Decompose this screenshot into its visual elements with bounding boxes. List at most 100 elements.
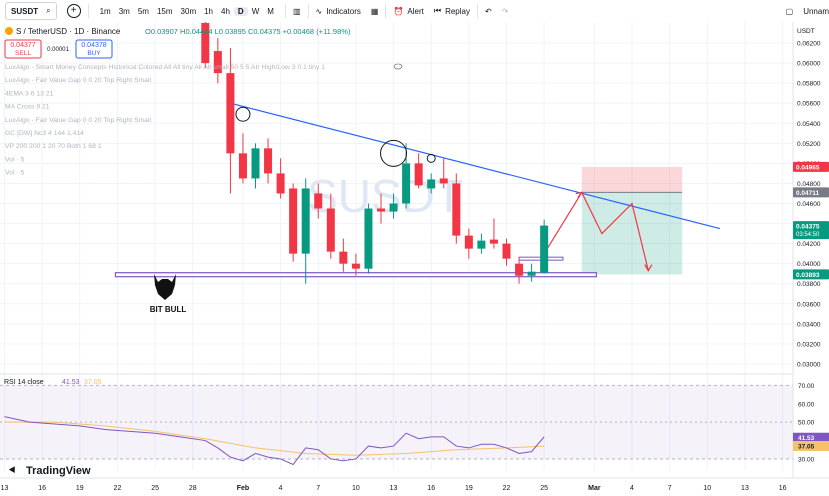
candle-body — [264, 148, 273, 174]
templates-button[interactable]: ▦ — [366, 0, 384, 22]
target-zone[interactable] — [581, 166, 683, 193]
replay-label: Replay — [445, 6, 470, 16]
candle-body — [439, 178, 448, 184]
square-icon: ▢ — [785, 6, 794, 16]
interval-15m[interactable]: 15m — [156, 6, 173, 16]
symbol-box[interactable]: SUSDT ⌕ — [5, 2, 57, 20]
layout-button[interactable]: ▢ — [781, 0, 799, 22]
price-tick: 0.04200 — [797, 241, 821, 248]
price-tick: 0.04000 — [797, 261, 821, 268]
alert-label: Alert — [407, 6, 424, 16]
rsi-tick: 30.00 — [798, 456, 815, 463]
last-price-tag-countdown: 03:54:50 — [796, 232, 820, 238]
interval-1h[interactable]: 1h — [204, 6, 214, 16]
indicator-entry[interactable]: VP 200 200 1 20 70 Both 1 68 1 — [5, 143, 102, 150]
candle-body — [226, 73, 235, 154]
price-unit: USDT — [797, 28, 815, 35]
indicator-entry[interactable]: MA Cross 9 21 — [5, 104, 50, 111]
interval-30m[interactable]: 30m — [180, 6, 197, 16]
indicator-entry[interactable]: Vol · 5 — [5, 170, 24, 177]
position-box[interactable] — [581, 166, 683, 275]
price-tick: 0.06000 — [797, 61, 821, 68]
interval-3m[interactable]: 3m — [118, 6, 130, 16]
interval-D[interactable]: D — [233, 6, 248, 16]
axis-background — [793, 22, 829, 496]
time-tick: 19 — [465, 485, 473, 492]
rsi-tick: 70.00 — [798, 383, 815, 390]
symbol-search[interactable]: SUSDT ⌕ — [0, 0, 62, 22]
interval-4h[interactable]: 4h — [221, 6, 230, 16]
indicator-entry[interactable]: LuxAlgo - Fair Value Gap 0 0 20 Top Righ… — [5, 77, 151, 84]
candle-body — [201, 22, 210, 64]
time-tick: Mar — [588, 485, 601, 492]
indicators-button[interactable]: ∿ Indicators — [311, 0, 366, 22]
last-price-tag: 0.04375 — [796, 224, 820, 231]
tradingview-branding: ⯇ TradingView — [8, 465, 91, 477]
pivot-circles[interactable] — [235, 106, 436, 167]
grid — [0, 22, 793, 470]
rsi-value-tag-bg — [793, 432, 829, 443]
rsi-line — [4, 416, 545, 466]
rsi-value-tag: 41.53 — [798, 435, 815, 442]
logo-text: BIT BULL — [150, 305, 187, 314]
price-tick: 0.03200 — [797, 341, 821, 348]
candle-body — [213, 51, 222, 74]
candle-body — [238, 153, 247, 179]
indicator-entry[interactable]: LuxAlgo - Fair Value Gap 0 0 20 Top Righ… — [5, 117, 151, 124]
indicator-entry[interactable]: GC [DW] Nc3 4 144 1.414 — [5, 130, 84, 137]
time-tick: 13 — [1, 485, 9, 492]
projection-path[interactable] — [543, 191, 649, 271]
user-name[interactable]: Unnam — [803, 6, 829, 16]
bull-head-icon — [154, 274, 176, 300]
sell-button[interactable] — [4, 39, 42, 59]
indicator-entry[interactable]: LuxAlgo - Smart Money Concepts Historica… — [5, 64, 325, 71]
alert-button[interactable]: ⏰ Alert — [388, 0, 428, 22]
candle-body — [276, 173, 285, 194]
interval-5m[interactable]: 5m — [137, 6, 149, 16]
interval-W[interactable]: W — [251, 6, 260, 16]
indicators-label: Indicators — [326, 6, 361, 16]
price-tick: 0.03600 — [797, 301, 821, 308]
pivot-circle[interactable] — [380, 139, 408, 167]
trendline[interactable] — [230, 102, 720, 230]
time-axis[interactable]: 13 16 19 22 25 28 Feb 4 7 10 13 16 19 22 25 Mar 4 7 10 13 16 — [0, 477, 829, 492]
price-axis[interactable]: USDT 0.06200 0.06000 0.05800 0.05600 0.05400 0… — [792, 22, 829, 496]
redo-button[interactable]: ↷ — [497, 0, 514, 22]
chart-area[interactable]: SUSDT RSI 14 close 41.53 37.05 USDT0.06200… — [0, 22, 829, 496]
price-tick: 0.03400 — [797, 321, 821, 328]
candle-body — [515, 263, 524, 276]
undo-button[interactable]: ↶ — [480, 0, 497, 22]
rsi-ma-line — [4, 421, 545, 456]
replay-button[interactable]: ⏮ Replay — [429, 0, 475, 22]
divider — [87, 4, 89, 18]
replay-icon: ⏮ — [433, 6, 442, 15]
indicator-entry[interactable]: 4EMA 3 6 13 21 — [5, 90, 54, 97]
candle-body — [301, 188, 310, 254]
indicator-list: LuxAlgo - Smart Money Concepts Historica… — [5, 63, 403, 177]
candle-body — [326, 208, 335, 252]
buy-button[interactable] — [75, 39, 113, 59]
pivot-circle[interactable] — [235, 106, 251, 122]
chart-type-button[interactable]: ▥ — [288, 0, 306, 22]
candle-body — [339, 251, 348, 264]
divider — [476, 4, 478, 18]
time-tick: 16 — [779, 485, 787, 492]
interval-selector: 1m 3m 5m 15m 30m 1h 4h D W M — [91, 0, 283, 22]
time-tick: 10 — [352, 485, 360, 492]
compare-button[interactable]: + — [62, 0, 86, 22]
search-icon: ⌕ — [46, 6, 51, 15]
interval-M[interactable]: M — [267, 6, 274, 16]
candle-body — [427, 179, 436, 189]
time-tick: Feb — [237, 485, 249, 492]
pivot-circle[interactable] — [426, 153, 436, 163]
eye-icon[interactable] — [393, 63, 403, 70]
indicator-entry[interactable]: Vol · 5 — [5, 156, 24, 163]
alarm-icon: ⏰ — [393, 6, 404, 16]
last-price-tag-bg — [793, 221, 829, 240]
time-tick: 13 — [741, 485, 749, 492]
rsi-tick: 60.00 — [798, 401, 815, 408]
chart-background — [0, 22, 829, 496]
time-tick: 13 — [390, 485, 398, 492]
interval-1m[interactable]: 1m — [99, 6, 111, 16]
spread: 0.00001 — [47, 47, 69, 53]
